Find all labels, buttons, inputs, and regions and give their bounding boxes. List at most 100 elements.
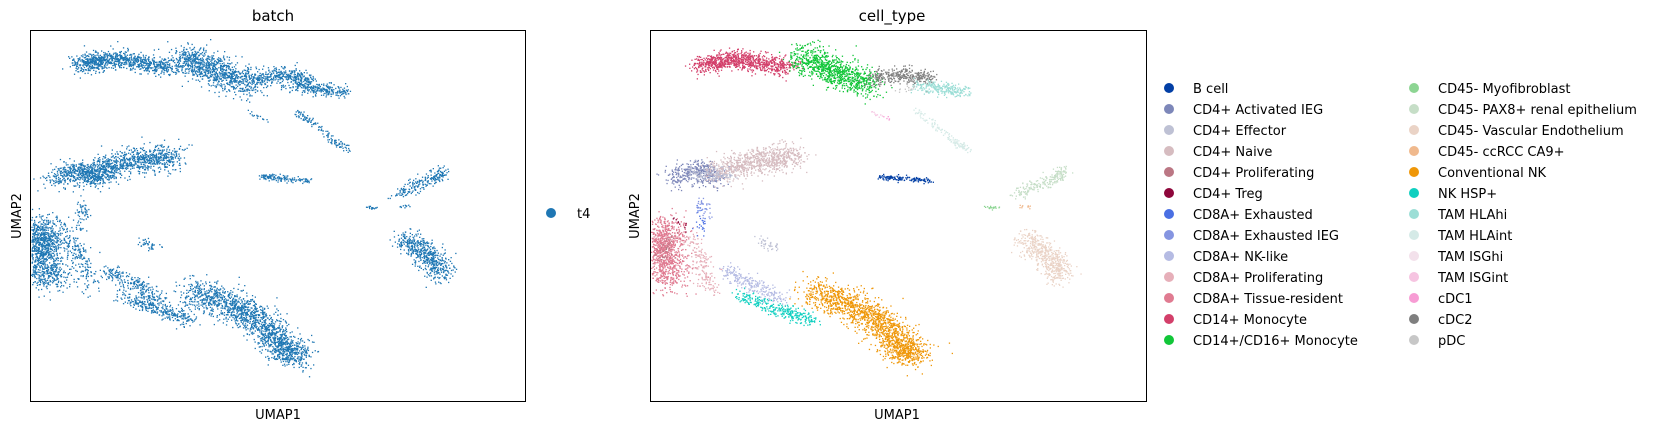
- scatter-point: [312, 96, 314, 98]
- scatter-point: [278, 74, 280, 76]
- scatter-point: [442, 175, 444, 177]
- scatter-point: [323, 92, 325, 95]
- scatter-point: [412, 182, 414, 184]
- scatter-point: [168, 51, 171, 53]
- scatter-point: [102, 179, 104, 181]
- scatter-point: [246, 93, 248, 96]
- scatter-point: [157, 65, 159, 67]
- scatter-point: [210, 63, 212, 65]
- scatter-point: [190, 65, 192, 68]
- scatter-point: [149, 155, 151, 157]
- scatter-point: [279, 71, 281, 73]
- scatter-point: [109, 165, 111, 167]
- scatter-point: [213, 67, 215, 70]
- scatter-point: [211, 76, 213, 78]
- scatter-point: [76, 174, 78, 176]
- scatter-point: [169, 73, 171, 76]
- scatter-point: [120, 155, 123, 157]
- scatter-point: [169, 63, 171, 65]
- scatter-point: [126, 148, 128, 150]
- scatter-point: [122, 47, 125, 49]
- scatter-point: [241, 88, 244, 91]
- scatter-point: [279, 178, 281, 180]
- scatter-point: [297, 179, 300, 181]
- scatter-point: [90, 170, 92, 172]
- scatter-point: [283, 178, 285, 180]
- scatter-point: [65, 171, 67, 173]
- scatter-point: [209, 76, 212, 78]
- scatter-point: [182, 52, 185, 54]
- scatter-point: [56, 240, 58, 242]
- scatter-point: [83, 171, 85, 173]
- scatter-point: [271, 179, 273, 181]
- scatter-point: [144, 164, 146, 166]
- scatter-point: [153, 61, 155, 63]
- scatter-point: [127, 61, 130, 63]
- scatter-point: [97, 177, 100, 179]
- scatter-point: [325, 84, 327, 87]
- scatter-point: [283, 68, 285, 70]
- scatter-point: [234, 80, 236, 82]
- scatter-point: [347, 144, 349, 146]
- scatter-point: [139, 166, 141, 169]
- scatter-point: [305, 118, 307, 120]
- scatter-point: [241, 56, 243, 58]
- scatter-point: [93, 59, 95, 61]
- scatter-point: [188, 60, 191, 62]
- scatter-point: [148, 160, 151, 162]
- scatter-point: [84, 169, 86, 171]
- scatter-point: [67, 164, 69, 166]
- scatter-point: [60, 167, 62, 169]
- scatter-point: [106, 159, 108, 161]
- scatter-point: [163, 66, 165, 68]
- scatter-point: [265, 177, 267, 180]
- scatter-point: [416, 230, 419, 232]
- scatter-point: [273, 176, 276, 178]
- scatter-point: [92, 164, 94, 166]
- scatter-point: [57, 274, 60, 276]
- scatter-point: [39, 284, 41, 286]
- scatter-point: [245, 74, 247, 76]
- scatter-point: [191, 59, 193, 61]
- scatter-point: [302, 87, 304, 89]
- scatter-point: [103, 169, 105, 171]
- scatter-point: [153, 70, 156, 72]
- scatter-point: [143, 155, 145, 158]
- scatter-point: [76, 66, 78, 68]
- scatter-point: [340, 86, 342, 89]
- scatter-point: [425, 265, 427, 267]
- scatter-point: [423, 188, 425, 190]
- scatter-point: [153, 163, 155, 165]
- scatter-point: [218, 61, 220, 63]
- scatter-point: [185, 51, 187, 54]
- scatter-point: [134, 162, 136, 164]
- scatter-point: [163, 69, 165, 71]
- scatter-point: [73, 176, 76, 178]
- scatter-point: [420, 259, 422, 261]
- scatter-point: [179, 59, 181, 61]
- scatter-point: [166, 163, 169, 165]
- scatter-point: [133, 57, 135, 59]
- scatter-point: [160, 152, 162, 155]
- scatter-point: [333, 89, 335, 91]
- scatter-point: [31, 273, 34, 275]
- scatter-point: [163, 67, 165, 69]
- scatter-point: [400, 243, 403, 245]
- scatter-point: [141, 158, 143, 161]
- scatter-point: [443, 170, 446, 172]
- scatter-point: [439, 268, 441, 271]
- scatter-point: [168, 172, 170, 174]
- scatter-point: [97, 175, 99, 177]
- scatter-point: [300, 78, 302, 81]
- scatter-point: [83, 179, 86, 182]
- scatter-point: [59, 158, 62, 161]
- scatter-point: [138, 161, 140, 164]
- scatter-point: [91, 64, 93, 67]
- scatter-point: [235, 87, 238, 89]
- scatter-point: [339, 143, 341, 145]
- scatter-point: [310, 89, 313, 91]
- scatter-point: [219, 60, 221, 62]
- scatter-point: [405, 241, 407, 243]
- scatter-point: [113, 58, 116, 60]
- scatter-point: [203, 52, 206, 54]
